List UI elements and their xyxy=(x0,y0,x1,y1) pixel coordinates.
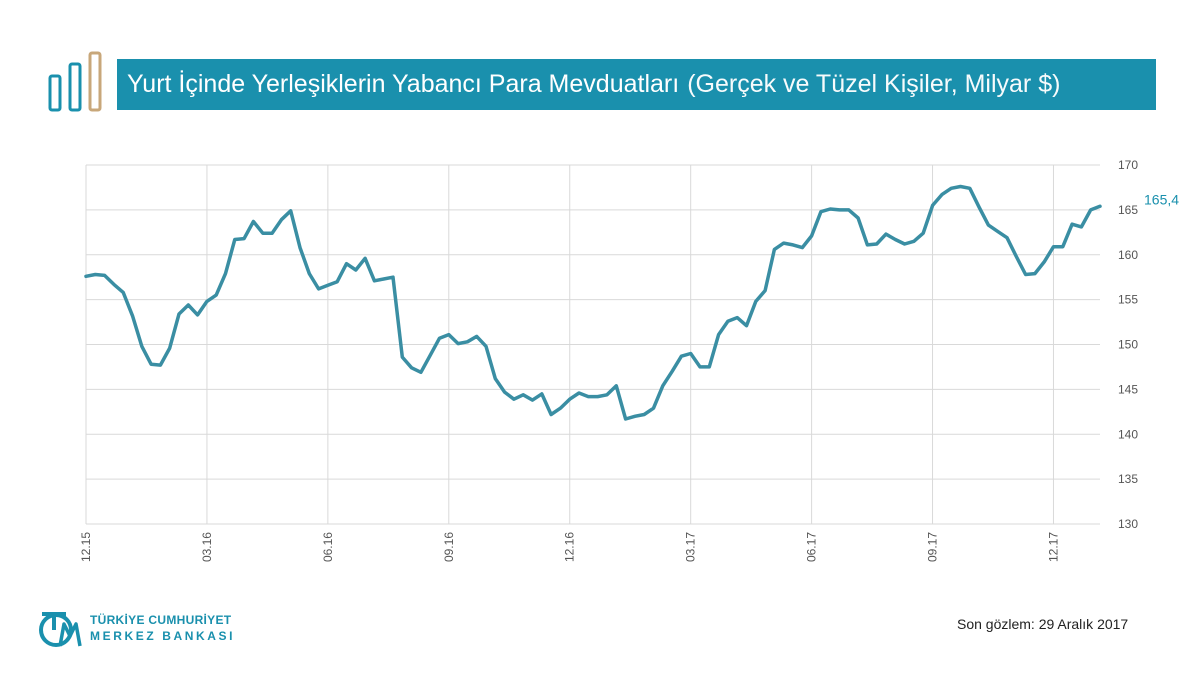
y-tick-label-170: 170 xyxy=(1118,158,1138,172)
logo-bar-short xyxy=(48,74,62,112)
y-tick-label-165: 165 xyxy=(1118,203,1138,217)
tcmb-logo-icon xyxy=(39,612,82,647)
x-axis: 12.15 03.16 06.16 09.16 12.16 03.17 06.17 09.17… xyxy=(79,532,1060,562)
x-tick-label-6: 06.17 xyxy=(805,532,819,562)
x-tick-label-2: 06.16 xyxy=(321,532,335,562)
x-tick-label-8: 12.17 xyxy=(1046,532,1060,562)
y-tick-label-160: 160 xyxy=(1118,248,1138,262)
last-observation-note: Son gözlem: 29 Aralık 2017 xyxy=(957,616,1129,632)
y-tick-label-135: 135 xyxy=(1118,472,1138,486)
last-value-label: 165,4 xyxy=(1144,191,1179,207)
chart-title: Yurt İçinde Yerleşiklerin Yabancı Para M… xyxy=(127,70,680,98)
y-tick-label-150: 150 xyxy=(1118,338,1138,352)
bank-name: TÜRKİYE CUMHURİYET MERKEZ BANKASI xyxy=(90,612,235,644)
y-axis: 130 135 140 145 150 155 160 165 170 xyxy=(1118,158,1138,531)
chart-subtitle: (Gerçek ve Tüzel Kişiler, Milyar $) xyxy=(687,70,1061,98)
y-tick-label-140: 140 xyxy=(1118,427,1138,441)
logo-bar-medium xyxy=(68,62,82,112)
x-tick-label-3: 09.16 xyxy=(442,532,456,562)
x-tick-label-1: 03.16 xyxy=(200,532,214,562)
y-tick-label-145: 145 xyxy=(1118,382,1138,396)
title-bar: Yurt İçinde Yerleşiklerin Yabancı Para M… xyxy=(117,59,1156,110)
bank-name-line1: TÜRKİYE CUMHURİYET xyxy=(90,613,232,627)
y-tick-label-130: 130 xyxy=(1118,517,1138,531)
x-tick-label-0: 12.15 xyxy=(79,532,93,562)
x-tick-label-7: 09.17 xyxy=(926,532,940,562)
chart-grid xyxy=(85,164,1100,525)
chart-logo-icon xyxy=(48,51,102,112)
series-line-fx-deposits xyxy=(84,184,1102,421)
bank-name-line2: MERKEZ BANKASI xyxy=(90,629,236,643)
series-layer xyxy=(84,184,1102,421)
y-tick-label-155: 155 xyxy=(1118,293,1138,307)
x-tick-label-5: 03.17 xyxy=(684,532,698,562)
value-labels: 165,4 xyxy=(1144,191,1179,207)
x-tick-label-4: 12.16 xyxy=(563,532,577,562)
logo-bar-tall xyxy=(88,51,102,112)
